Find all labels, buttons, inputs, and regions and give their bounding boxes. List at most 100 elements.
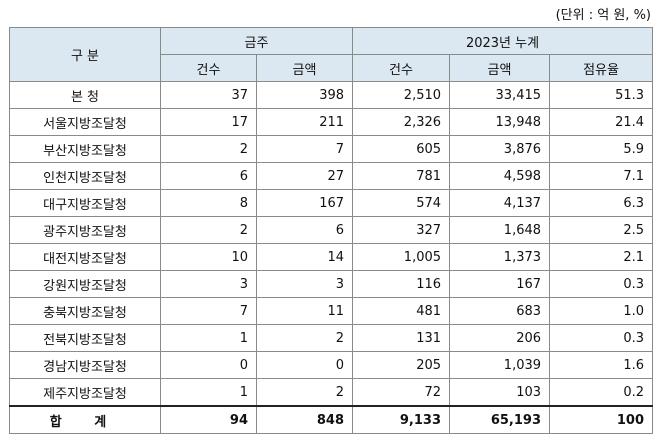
table-row: 경남지방조달청 0 0 205 1,039 1.6	[9, 351, 654, 379]
header-year-count: 건수	[352, 54, 451, 82]
share: 51.3	[549, 81, 654, 109]
header-category: 구 분	[9, 27, 161, 82]
week-amount: 2	[255, 324, 354, 352]
table-body: 본 청 37 398 2,510 33,415 51.3 서울지방조달청 17 211 2,326…	[9, 81, 654, 407]
year-count: 2,510	[352, 81, 451, 109]
total-week-count: 94	[160, 405, 257, 434]
share: 5.9	[549, 135, 654, 163]
office-name: 서울지방조달청	[9, 108, 161, 136]
total-week-amount: 848	[255, 405, 354, 434]
office-name: 대구지방조달청	[9, 189, 161, 217]
share: 21.4	[549, 108, 654, 136]
total-row: 합 계 94 848 9,133 65,193 100	[9, 405, 654, 434]
week-amount: 11	[255, 297, 354, 325]
table-row: 대구지방조달청 8 167 574 4,137 6.3	[9, 189, 654, 217]
office-name: 부산지방조달청	[9, 135, 161, 163]
table-row: 본 청 37 398 2,510 33,415 51.3	[9, 81, 654, 109]
header-week-count: 건수	[160, 54, 257, 82]
week-amount: 6	[255, 216, 354, 244]
week-count: 2	[160, 216, 257, 244]
week-amount: 167	[255, 189, 354, 217]
week-count: 8	[160, 189, 257, 217]
year-count: 327	[352, 216, 451, 244]
week-count: 10	[160, 243, 257, 271]
header-week-amount: 금액	[255, 54, 354, 82]
week-count: 0	[160, 351, 257, 379]
header-row-1: 구 분 금주 2023년 누계	[9, 27, 654, 82]
year-amount: 206	[449, 324, 551, 352]
year-amount: 4,598	[449, 162, 551, 190]
year-amount: 33,415	[449, 81, 551, 109]
office-name: 대전지방조달청	[9, 243, 161, 271]
share: 2.5	[549, 216, 654, 244]
share: 2.1	[549, 243, 654, 271]
year-amount: 1,039	[449, 351, 551, 379]
week-count: 6	[160, 162, 257, 190]
year-amount: 1,648	[449, 216, 551, 244]
procurement-table: 구 분 금주 2023년 누계 건수 금액 건수 금액 점유율 본 청 37 398…	[9, 27, 654, 434]
week-amount: 398	[255, 81, 354, 109]
table-row: 광주지방조달청 2 6 327 1,648 2.5	[9, 216, 654, 244]
total-label: 합 계	[9, 405, 161, 434]
week-count: 1	[160, 378, 257, 407]
table-row: 서울지방조달청 17 211 2,326 13,948 21.4	[9, 108, 654, 136]
week-count: 37	[160, 81, 257, 109]
office-name: 전북지방조달청	[9, 324, 161, 352]
week-count: 2	[160, 135, 257, 163]
share: 6.3	[549, 189, 654, 217]
header-year-amount: 금액	[449, 54, 551, 82]
header-row-2: 건수 금액 건수 금액 점유율	[10, 54, 654, 82]
unit-note: (단위 : 억 원, %)	[555, 8, 651, 23]
header-share: 점유율	[549, 54, 654, 82]
year-count: 781	[352, 162, 451, 190]
office-name: 경남지방조달청	[9, 351, 161, 379]
share: 7.1	[549, 162, 654, 190]
year-amount: 13,948	[449, 108, 551, 136]
year-count: 116	[352, 270, 451, 298]
share: 1.0	[549, 297, 654, 325]
year-count: 574	[352, 189, 451, 217]
table-row: 강원지방조달청 3 3 116 167 0.3	[9, 270, 654, 298]
share: 0.3	[549, 324, 654, 352]
table-row: 충북지방조달청 7 11 481 683 1.0	[9, 297, 654, 325]
week-count: 17	[160, 108, 257, 136]
share: 0.3	[549, 270, 654, 298]
office-name: 강원지방조달청	[9, 270, 161, 298]
table-row: 부산지방조달청 2 7 605 3,876 5.9	[9, 135, 654, 163]
year-count: 1,005	[352, 243, 451, 271]
year-count: 72	[352, 378, 451, 407]
week-count: 7	[160, 297, 257, 325]
office-name: 충북지방조달청	[9, 297, 161, 325]
office-name: 본 청	[9, 81, 161, 109]
year-amount: 1,373	[449, 243, 551, 271]
year-amount: 4,137	[449, 189, 551, 217]
week-amount: 27	[255, 162, 354, 190]
year-count: 205	[352, 351, 451, 379]
year-count: 605	[352, 135, 451, 163]
year-amount: 683	[449, 297, 551, 325]
week-count: 1	[160, 324, 257, 352]
year-amount: 103	[449, 378, 551, 407]
year-count: 131	[352, 324, 451, 352]
total-share: 100	[549, 405, 654, 434]
week-amount: 2	[255, 378, 354, 407]
week-amount: 14	[255, 243, 354, 271]
year-amount: 3,876	[449, 135, 551, 163]
office-name: 인천지방조달청	[9, 162, 161, 190]
week-amount: 3	[255, 270, 354, 298]
office-name: 광주지방조달청	[9, 216, 161, 244]
week-amount: 7	[255, 135, 354, 163]
table-row: 대전지방조달청 10 14 1,005 1,373 2.1	[9, 243, 654, 271]
table-row: 제주지방조달청 1 2 72 103 0.2	[9, 378, 654, 407]
share: 0.2	[549, 378, 654, 407]
table-row: 전북지방조달청 1 2 131 206 0.3	[9, 324, 654, 352]
week-amount: 211	[255, 108, 354, 136]
year-amount: 167	[449, 270, 551, 298]
total-year-amount: 65,193	[449, 405, 551, 434]
table-row: 인천지방조달청 6 27 781 4,598 7.1	[9, 162, 654, 190]
total-year-count: 9,133	[352, 405, 451, 434]
week-count: 3	[160, 270, 257, 298]
year-count: 2,326	[352, 108, 451, 136]
share: 1.6	[549, 351, 654, 379]
header-this-week: 금주	[159, 27, 354, 55]
